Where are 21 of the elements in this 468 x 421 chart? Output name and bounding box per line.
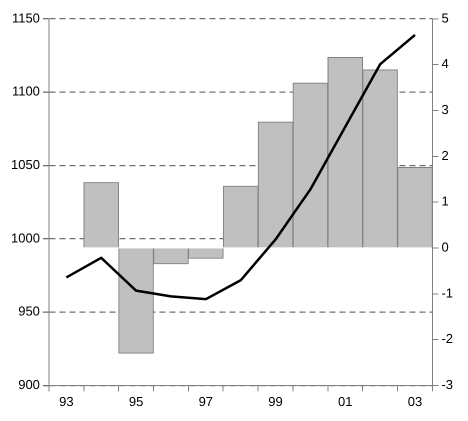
y2-tick-label: 0 xyxy=(441,240,449,255)
y2-tick-label: -3 xyxy=(441,376,454,392)
y-tick-label: 1050 xyxy=(11,157,40,172)
x-tick-label: 99 xyxy=(268,394,283,409)
x-tick-label: 95 xyxy=(128,394,144,409)
y-tick-label: 1100 xyxy=(12,84,40,99)
x-tick-label: 97 xyxy=(198,394,214,409)
y2-tick-label: 1 xyxy=(441,194,449,209)
y2-tick-label: -1 xyxy=(441,285,454,300)
y2-tick-label: 4 xyxy=(441,56,449,72)
y2-tick-label: -2 xyxy=(441,331,454,346)
y-tick-label: 1150 xyxy=(12,10,40,26)
y-tick-label: 950 xyxy=(18,304,40,319)
y-tick-label: 1000 xyxy=(11,230,40,246)
x-tick-label: 93 xyxy=(59,394,74,409)
x-tick-label: 01 xyxy=(338,394,353,409)
y2-tick-label: 3 xyxy=(441,102,449,118)
y2-tick-label: 5 xyxy=(441,10,449,26)
x-tick-label: 03 xyxy=(408,394,422,409)
y2-tick-label: 2 xyxy=(441,148,449,163)
y-tick-label: 900 xyxy=(18,376,40,392)
